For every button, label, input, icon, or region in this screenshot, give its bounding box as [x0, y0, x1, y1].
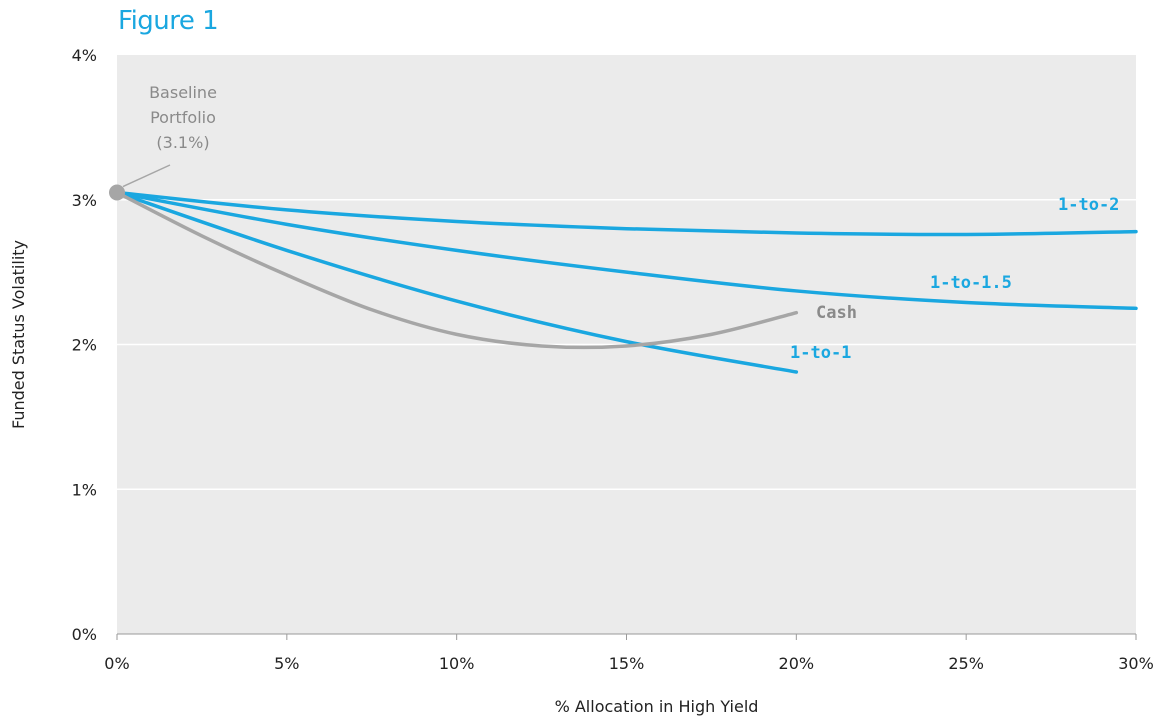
- y-tick-label: 4%: [72, 46, 97, 65]
- x-tick-label: 20%: [779, 654, 815, 673]
- series-label-1-to-1-5: 1-to-1.5: [930, 273, 1012, 293]
- series-label-1-to-2: 1-to-2: [1058, 195, 1119, 215]
- baseline-label-line: Portfolio: [150, 108, 216, 127]
- y-tick-label: 2%: [72, 336, 97, 355]
- x-tick-label: 10%: [439, 654, 475, 673]
- series-line-cash: [115, 190, 799, 350]
- axes: 0% 1% 2% 3% 4% 0% 5% 10% 15% 20% 25% 30% % Allocatio…: [9, 46, 1154, 716]
- y-axis-label: Funded Status Volatility: [9, 240, 28, 429]
- figure-title: Figure 1: [118, 6, 219, 36]
- y-tick-label: 1%: [72, 480, 97, 499]
- series-line-1-to-1-5: [115, 190, 1138, 311]
- baseline-leader-line: [122, 164, 171, 188]
- series-label-1-to-1: 1-to-1: [790, 343, 851, 363]
- x-axis-label: % Allocation in High Yield: [555, 697, 759, 716]
- series-label-cash: Cash: [816, 303, 857, 323]
- baseline-label-line: Baseline: [149, 83, 217, 102]
- baseline-marker: [109, 184, 125, 201]
- series-lines: [115, 190, 1138, 374]
- baseline-annotation: Baseline Portfolio (3.1%): [109, 83, 217, 201]
- x-tick-label: 15%: [609, 654, 645, 673]
- x-tick-label: 30%: [1118, 654, 1154, 673]
- x-tick-label: 25%: [948, 654, 984, 673]
- x-tick-label: 0%: [104, 654, 129, 673]
- y-tick-label: 3%: [72, 191, 97, 210]
- series-labels: 1-to-2 1-to-1.5 1-to-1 Cash: [790, 195, 1119, 363]
- x-tick-label: 5%: [274, 654, 299, 673]
- baseline-label-line: (3.1%): [156, 133, 209, 152]
- series-line-1-to-1: [115, 190, 799, 374]
- y-tick-label: 0%: [72, 625, 97, 644]
- series-line-1-to-2: [115, 190, 1138, 237]
